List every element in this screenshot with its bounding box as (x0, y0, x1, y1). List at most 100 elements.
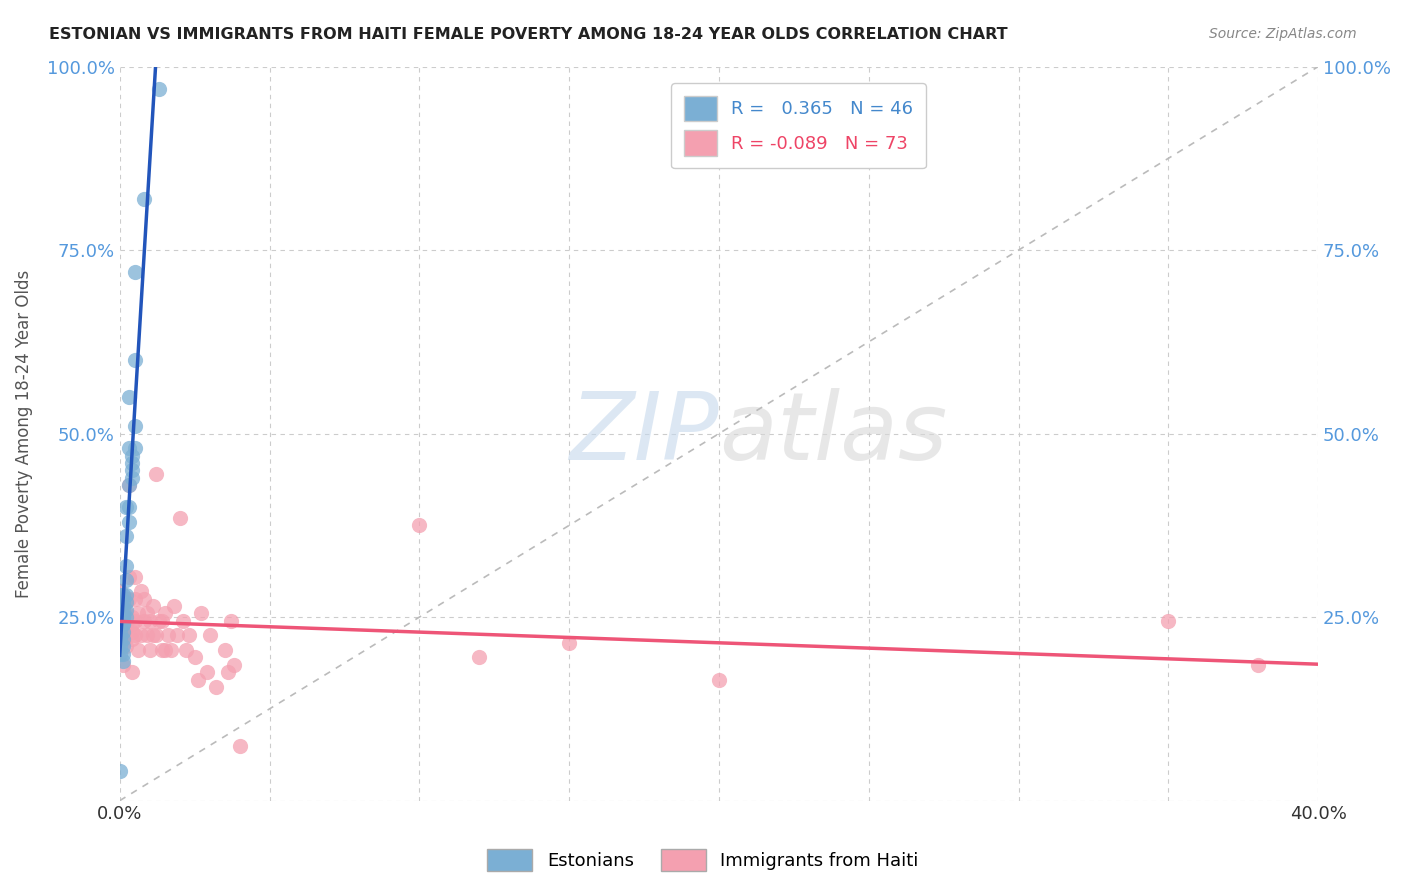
Point (217, 665, 239, 680)
Point (111, 640, 134, 654)
Point (108, 624, 131, 639)
Point (118, 478, 141, 492)
Point (124, 419, 146, 434)
Point (114, 607, 136, 621)
Point (124, 614, 146, 628)
Point (142, 599, 165, 613)
Point (121, 456, 143, 470)
Point (172, 614, 194, 628)
Point (111, 610, 134, 624)
Point (145, 467, 167, 481)
Point (121, 449, 143, 463)
Point (145, 628, 167, 642)
Text: ESTONIAN VS IMMIGRANTS FROM HAITI FEMALE POVERTY AMONG 18-24 YEAR OLDS CORRELATI: ESTONIAN VS IMMIGRANTS FROM HAITI FEMALE… (49, 27, 1008, 42)
Legend: Estonians, Immigrants from Haiti: Estonians, Immigrants from Haiti (479, 842, 927, 879)
Point (222, 657, 245, 672)
Point (114, 640, 136, 654)
Point (114, 588, 136, 602)
Point (118, 570, 141, 584)
Point (108, 640, 131, 654)
Point (121, 610, 143, 624)
Point (114, 591, 136, 606)
Point (138, 643, 160, 657)
Point (121, 463, 143, 477)
Point (174, 643, 197, 657)
Point (127, 643, 149, 657)
Point (159, 643, 181, 657)
Point (169, 511, 191, 525)
Point (153, 643, 176, 657)
Point (150, 614, 173, 628)
Point (129, 584, 152, 599)
Point (195, 665, 218, 680)
Point (114, 500, 136, 514)
Point (118, 390, 141, 404)
Point (118, 478, 141, 492)
Point (163, 599, 186, 613)
Y-axis label: Female Poverty Among 18-24 Year Olds: Female Poverty Among 18-24 Year Olds (15, 269, 32, 598)
Text: ZIP: ZIP (569, 388, 718, 479)
Point (108, 588, 131, 602)
Point (114, 610, 136, 624)
Point (121, 624, 143, 639)
Point (204, 680, 226, 694)
Point (108, 632, 131, 647)
Point (153, 607, 176, 621)
Point (108, 599, 131, 613)
Point (408, 518, 430, 533)
Point (156, 628, 179, 642)
Point (111, 617, 134, 632)
Point (114, 595, 136, 609)
Point (111, 588, 134, 602)
Point (111, 599, 134, 613)
Point (111, 654, 134, 668)
Point (114, 558, 136, 573)
Point (111, 595, 134, 609)
Point (124, 442, 146, 456)
Point (124, 265, 146, 279)
Point (121, 470, 143, 484)
Point (183, 650, 205, 665)
Point (219, 614, 242, 628)
Point (111, 657, 134, 672)
Text: Source: ZipAtlas.com: Source: ZipAtlas.com (1209, 27, 1357, 41)
Point (121, 617, 143, 632)
Point (108, 614, 131, 628)
Point (468, 650, 491, 665)
Point (148, 614, 170, 628)
Point (118, 591, 141, 606)
Point (111, 624, 134, 639)
Point (114, 574, 136, 588)
Point (114, 621, 136, 635)
Point (118, 442, 141, 456)
Point (114, 614, 136, 628)
Point (111, 610, 134, 624)
Point (111, 632, 134, 647)
Point (111, 621, 134, 635)
Point (132, 591, 155, 606)
Point (108, 607, 131, 621)
Point (124, 570, 146, 584)
Point (150, 643, 173, 657)
Point (124, 591, 146, 606)
Point (214, 643, 236, 657)
Point (132, 614, 155, 628)
Point (135, 628, 157, 642)
Point (127, 607, 149, 621)
Point (111, 617, 134, 632)
Point (108, 617, 131, 632)
Point (148, 81, 170, 95)
Legend: R =   0.365   N = 46, R = -0.089   N = 73: R = 0.365 N = 46, R = -0.089 N = 73 (672, 83, 925, 169)
Point (1247, 657, 1270, 672)
Point (129, 628, 152, 642)
Point (707, 673, 730, 687)
Point (118, 500, 141, 514)
Point (138, 614, 160, 628)
Point (118, 515, 141, 529)
Point (111, 610, 134, 624)
Point (121, 632, 143, 647)
Point (142, 628, 165, 642)
Point (111, 647, 134, 661)
Point (111, 603, 134, 617)
Point (198, 628, 221, 642)
